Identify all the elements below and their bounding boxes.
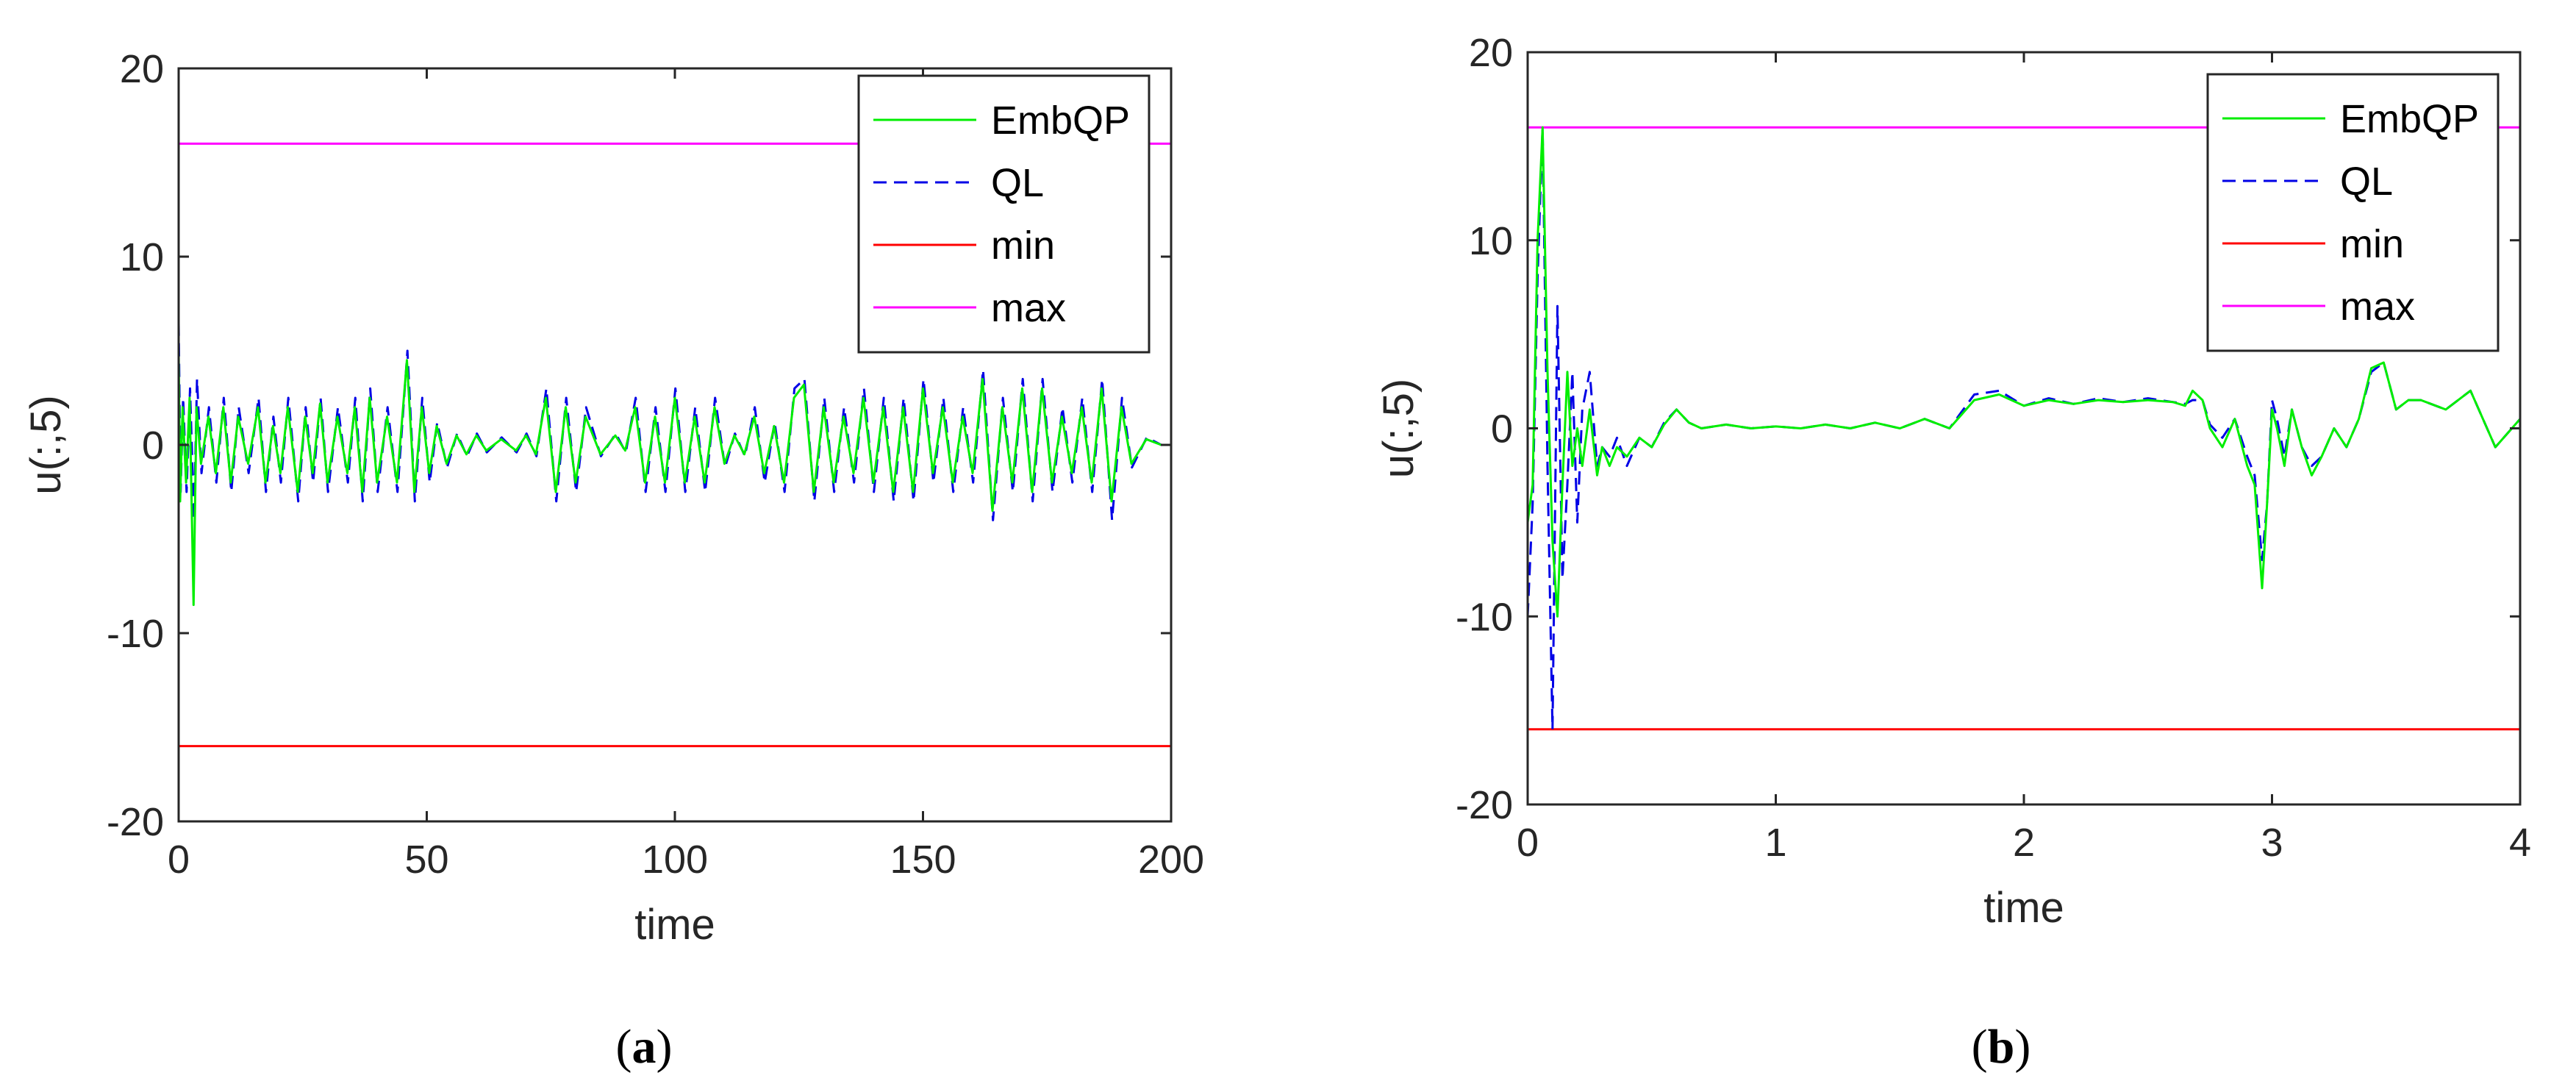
caption-letter: a (632, 1020, 656, 1074)
legend-label-ql: QL (2340, 160, 2393, 204)
x-tick-label: 0 (1517, 821, 1539, 865)
x-tick-label: 3 (2261, 821, 2283, 865)
y-tick-label: -10 (1456, 595, 1513, 639)
legend-box (857, 74, 1151, 354)
caption-paren-close: ) (656, 1020, 673, 1074)
x-tick-label: 100 (642, 838, 708, 882)
panel-caption: (a) (616, 1020, 673, 1074)
legend-label-ql: QL (991, 161, 1044, 205)
x-axis-label: time (634, 901, 715, 949)
series-line-max (179, 142, 1171, 370)
chart-b: 0 1 2 3 4 -20 -10 0 10 20 time u(:,5) EmbQP QL min max (… (1375, 31, 2531, 1074)
legend: EmbQP QL min max (857, 74, 1151, 354)
caption-letter: b (1988, 1020, 2015, 1074)
series-group (1528, 126, 2520, 731)
x-tick-label: 2 (2013, 821, 2035, 865)
x-tick-label: 200 (1138, 838, 1204, 882)
series-line-embqp (1528, 126, 2520, 618)
y-tick-label: -20 (107, 800, 164, 844)
legend-label-max: max (2340, 285, 2415, 329)
y-axis-label: u(:,5) (1375, 379, 1423, 478)
legend-label-min: min (2340, 222, 2404, 266)
y-tick-label: 20 (120, 47, 164, 91)
series-group (179, 142, 1171, 748)
caption-paren-open: ( (1972, 1020, 1988, 1074)
y-axis-label: u(:,5) (22, 395, 70, 494)
legend-label-embqp: EmbQP (991, 99, 1130, 143)
y-tick-label: -20 (1456, 783, 1513, 827)
x-tick-label: 150 (890, 838, 956, 882)
series-line-min (179, 520, 1171, 748)
y-tick-label: -10 (107, 612, 164, 656)
series-line-ql (1528, 126, 2520, 731)
y-tick-label: 10 (120, 235, 164, 279)
series-line-embqp (179, 350, 1162, 607)
x-tick-label: 0 (168, 838, 190, 882)
caption-paren-close: ) (2014, 1020, 2031, 1074)
legend-label-max: max (991, 286, 1066, 330)
legend-label-embqp: EmbQP (2340, 97, 2479, 141)
legend-label-min: min (991, 224, 1055, 268)
caption-paren-open: ( (616, 1020, 632, 1074)
panel-caption: (b) (1972, 1020, 2031, 1074)
legend: EmbQP QL min max (2206, 73, 2500, 352)
y-tick-label: 20 (1469, 31, 1513, 75)
chart-a: 0 50 100 150 200 -20 -10 0 10 20 time u(:,5) EmbQP QL… (22, 47, 1204, 1074)
legend-box (2206, 73, 2500, 352)
panel-a: 0 50 100 150 200 -20 -10 0 10 20 time u(:,5) EmbQP QL… (22, 47, 1204, 1074)
y-tick-label: 10 (1469, 219, 1513, 263)
x-axis-label: time (1983, 884, 2064, 932)
panel-b: 0 1 2 3 4 -20 -10 0 10 20 time u(:,5) EmbQP QL min max (… (1288, 0, 2576, 1092)
x-tick-label: 4 (2509, 821, 2531, 865)
series-line-max (1528, 126, 2520, 335)
y-tick-label: 0 (1491, 407, 1513, 452)
x-tick-label: 50 (404, 838, 448, 882)
x-tick-label: 1 (1764, 821, 1786, 865)
y-tick-label: 0 (142, 424, 164, 468)
series-line-min (1528, 522, 2520, 731)
